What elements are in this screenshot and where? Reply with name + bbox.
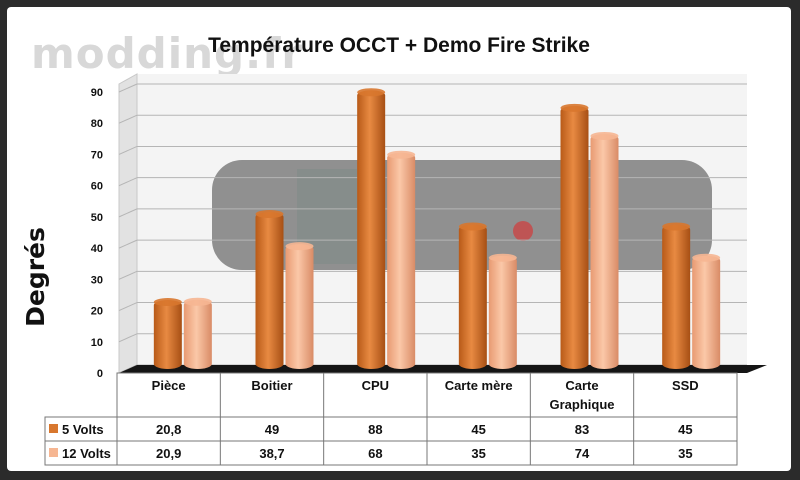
gridline-side (118, 208, 138, 218)
bar (285, 244, 314, 369)
data-label: 49 (265, 422, 279, 437)
y-tick-label: 80 (91, 118, 103, 130)
y-tick-label: 40 (91, 243, 103, 255)
legend-swatch (49, 448, 58, 457)
data-label: 45 (678, 422, 692, 437)
bar-top (357, 88, 386, 97)
bar-top (662, 222, 691, 231)
bar (255, 212, 284, 369)
y-tick-label: 0 (97, 368, 103, 380)
data-label: 45 (471, 422, 485, 437)
gridline-side (118, 239, 138, 249)
bar-top (560, 103, 589, 112)
background-photo-button (513, 221, 533, 241)
y-tick-label: 30 (91, 274, 103, 286)
bar (183, 299, 212, 369)
bar-top (285, 242, 314, 251)
data-label: 35 (678, 446, 692, 461)
legend-swatch (49, 424, 58, 433)
category-label: Carte mère (445, 378, 513, 393)
data-label: 88 (368, 422, 382, 437)
gridline-side (118, 83, 138, 93)
bar (692, 255, 721, 369)
bar-top (387, 150, 416, 159)
category-label: Pièce (152, 378, 186, 393)
y-tick-label: 10 (91, 337, 103, 349)
bar (590, 133, 619, 369)
watermark-logo: modding.fr (31, 29, 304, 78)
y-tick-label: 20 (91, 306, 103, 318)
bar (560, 105, 589, 369)
y-tick-label: 70 (91, 149, 103, 161)
y-tick-label: 60 (91, 181, 103, 193)
y-tick-label: 90 (91, 87, 103, 99)
bar-top (255, 210, 284, 219)
bar-top (153, 298, 182, 307)
data-label: 35 (471, 446, 485, 461)
bar (153, 300, 182, 369)
bar (357, 90, 386, 369)
chart-title: Température OCCT + Demo Fire Strike (208, 34, 590, 57)
gridline-side (118, 333, 138, 343)
data-label: 74 (575, 446, 590, 461)
gridline-side (118, 114, 138, 124)
bar (662, 224, 691, 369)
gridline-side (118, 302, 138, 312)
bar-top (488, 253, 517, 262)
data-label: 68 (368, 446, 382, 461)
y-tick-label: 50 (91, 212, 103, 224)
category-label: SSD (672, 378, 699, 393)
bar (458, 224, 487, 369)
category-label: CPU (362, 378, 389, 393)
gridline-side (118, 177, 138, 187)
data-label: 83 (575, 422, 589, 437)
category-label: Boitier (251, 378, 292, 393)
legend-label: 12 Volts (62, 446, 111, 461)
data-label: 20,9 (156, 446, 181, 461)
gridline-side (118, 145, 138, 155)
chart-plot: 0 10 20 30 40 50 60 70 80 90 Pièce Boitier CPU Carte … (44, 73, 767, 466)
bar-top (590, 131, 619, 140)
bar (488, 255, 517, 369)
data-label: 38,7 (259, 446, 284, 461)
legend-label: 5 Volts (62, 422, 104, 437)
bar (387, 152, 416, 369)
data-label: 20,8 (156, 422, 181, 437)
bar-top (458, 222, 487, 231)
category-label: Carte (565, 378, 598, 393)
chart-panel: modding.fr modding.fr Température OCCT +… (7, 7, 791, 471)
gridline-side (118, 270, 138, 280)
category-label: Graphique (549, 397, 614, 412)
bar-top (692, 253, 721, 262)
bar-top (183, 297, 212, 306)
